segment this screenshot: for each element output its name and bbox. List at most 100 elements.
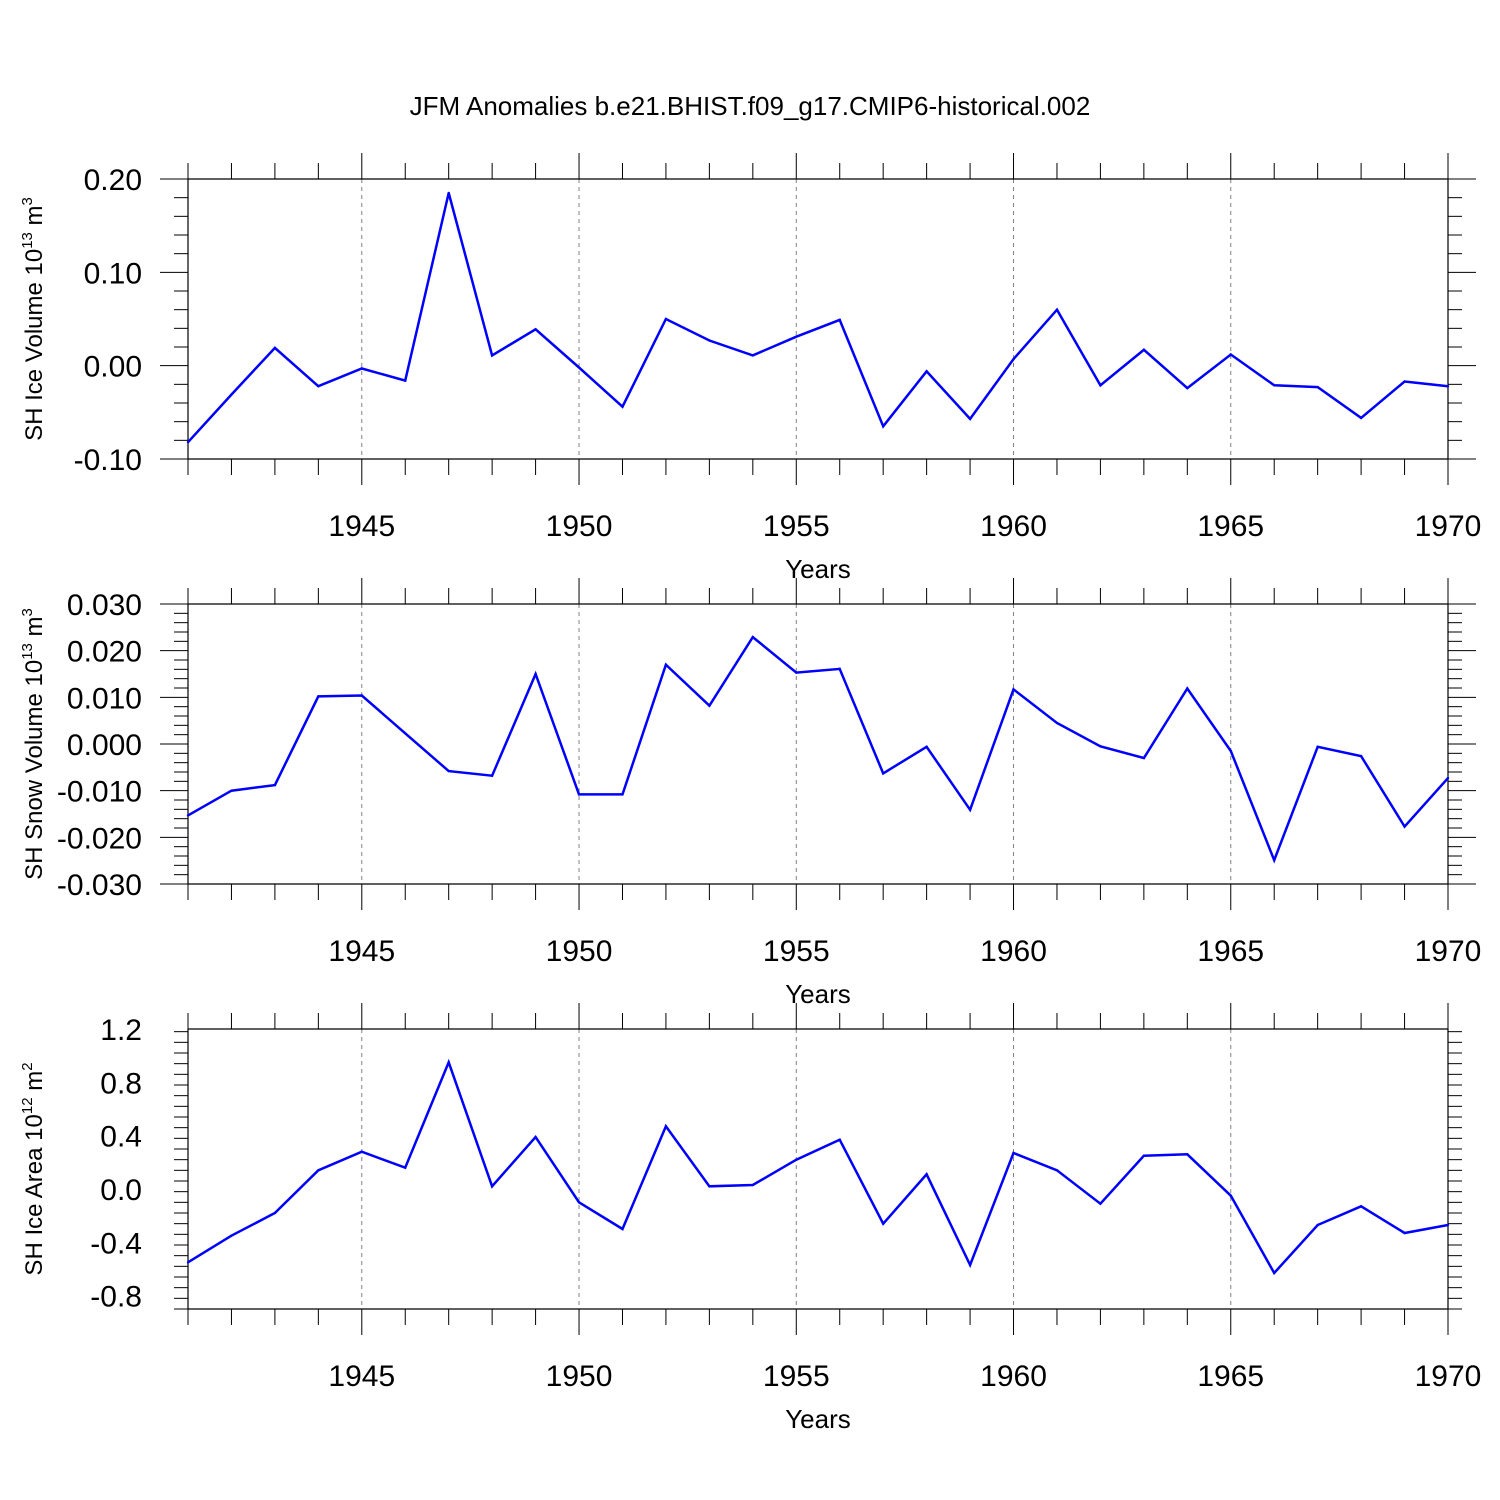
- data-point: [490, 774, 494, 777]
- data-point: [1012, 1151, 1015, 1155]
- data-point: [664, 1125, 668, 1128]
- data-point: [273, 783, 277, 787]
- data-point: [360, 367, 363, 370]
- data-point: [1142, 756, 1146, 760]
- xtick-label: 1965: [1197, 1360, 1264, 1393]
- ytick-label: 0.8: [100, 1067, 142, 1100]
- data-point: [968, 1263, 972, 1267]
- xtick-label: 1955: [763, 1360, 830, 1393]
- xtick-label: 1945: [328, 1360, 395, 1393]
- data-point: [1186, 1153, 1189, 1156]
- xtick-label: 1970: [1415, 510, 1482, 543]
- data-point: [360, 1150, 363, 1153]
- ytick-label: 0.0: [100, 1174, 142, 1207]
- y-axis-label-part: m: [21, 205, 48, 232]
- xtick-label: 1955: [763, 510, 830, 543]
- y-axis-label-superscript: 12: [19, 1097, 36, 1114]
- y-axis-label: SH Ice Volume 1013 m3: [19, 197, 48, 441]
- data-series-line: [187, 192, 1449, 444]
- data-point: [1359, 416, 1363, 420]
- data-point: [795, 335, 798, 338]
- data-point: [708, 704, 711, 707]
- data-series-line: [187, 635, 1449, 864]
- xtick-label: 1970: [1415, 935, 1482, 968]
- data-point: [534, 1135, 537, 1139]
- data-point: [317, 695, 320, 698]
- data-point: [925, 745, 928, 748]
- data-point: [664, 317, 668, 321]
- data-point: [751, 635, 755, 639]
- data-point: [577, 793, 581, 796]
- chart-panel-3: -0.8 -0.4 0.0 0.4 0.8 1.2 1945 1950 1955 1960 1965…: [19, 1003, 1481, 1434]
- ytick-label: 0.00: [84, 351, 142, 384]
- data-point: [751, 354, 755, 357]
- data-series-line: [187, 1058, 1449, 1276]
- data-point: [751, 1183, 755, 1187]
- ytick-label: 1.2: [100, 1014, 142, 1047]
- data-point: [1055, 1169, 1059, 1172]
- data-point: [447, 769, 450, 773]
- data-point: [795, 671, 798, 674]
- chart-title: JFM Anomalies b.e21.BHIST.f09_g17.CMIP6-…: [410, 91, 1091, 121]
- ytick-label: -0.8: [90, 1281, 142, 1314]
- ytick-label: -0.020: [57, 822, 142, 855]
- chart-panel-2: -0.030 -0.020 -0.010 0.000 0.010 0.020 0.030 19…: [19, 578, 1481, 1009]
- data-point: [317, 1169, 320, 1172]
- data-point: [273, 346, 277, 350]
- xtick-label: 1960: [980, 935, 1047, 968]
- data-point: [1012, 357, 1015, 361]
- data-point: [577, 1201, 581, 1204]
- data-point: [838, 1138, 841, 1141]
- x-axis-label: Years: [785, 1404, 851, 1434]
- data-point: [404, 732, 407, 735]
- data-point: [230, 789, 233, 792]
- ytick-label: -0.10: [74, 444, 142, 477]
- ytick-label: 0.020: [67, 636, 142, 669]
- ytick-label: 0.4: [100, 1121, 142, 1154]
- data-point: [708, 339, 711, 342]
- xtick-label: 1950: [546, 935, 613, 968]
- ytick-label: -0.010: [57, 776, 142, 809]
- ytick-label: 0.20: [84, 164, 142, 197]
- y-axis-label: SH Ice Area 1012 m2: [19, 1062, 48, 1275]
- data-point: [621, 1227, 624, 1231]
- y-axis-label-superscript: 13: [19, 643, 36, 660]
- data-point: [925, 370, 928, 373]
- data-point: [1099, 1202, 1102, 1205]
- data-point: [1273, 859, 1276, 862]
- data-point: [1316, 745, 1319, 748]
- data-point: [925, 1173, 928, 1176]
- data-point: [621, 405, 624, 408]
- data-point: [230, 1234, 233, 1237]
- x-axis-label: Years: [785, 554, 851, 584]
- y-axis-label: SH Snow Volume 1013 m3: [19, 608, 48, 880]
- data-point: [186, 441, 190, 444]
- data-point: [881, 425, 885, 428]
- y-axis-label-part: SH Snow Volume 10: [21, 660, 48, 880]
- data-point: [273, 1211, 277, 1215]
- xtick-label: 1965: [1197, 935, 1264, 968]
- xtick-label: 1945: [328, 935, 395, 968]
- y-axis-label-part: SH Ice Area 10: [21, 1114, 48, 1275]
- data-point: [1099, 384, 1102, 387]
- x-axis-label: Years: [785, 979, 851, 1009]
- xtick-label: 1950: [546, 1360, 613, 1393]
- y-axis-label-superscript: 13: [19, 232, 36, 249]
- data-point: [447, 1061, 450, 1064]
- ytick-label: -0.030: [57, 869, 142, 902]
- data-point: [881, 1222, 885, 1225]
- data-point: [838, 318, 841, 322]
- data-point: [838, 667, 841, 671]
- data-point: [186, 814, 190, 817]
- xtick-label: 1950: [546, 510, 613, 543]
- data-point: [1012, 688, 1015, 691]
- xtick-label: 1960: [980, 510, 1047, 543]
- data-point: [1229, 1194, 1232, 1197]
- data-point: [1446, 385, 1450, 388]
- xtick-label: 1960: [980, 1360, 1047, 1393]
- xtick-label: 1965: [1197, 510, 1264, 543]
- data-point: [447, 191, 450, 195]
- data-point: [708, 1185, 711, 1188]
- ytick-label: -0.4: [90, 1227, 142, 1260]
